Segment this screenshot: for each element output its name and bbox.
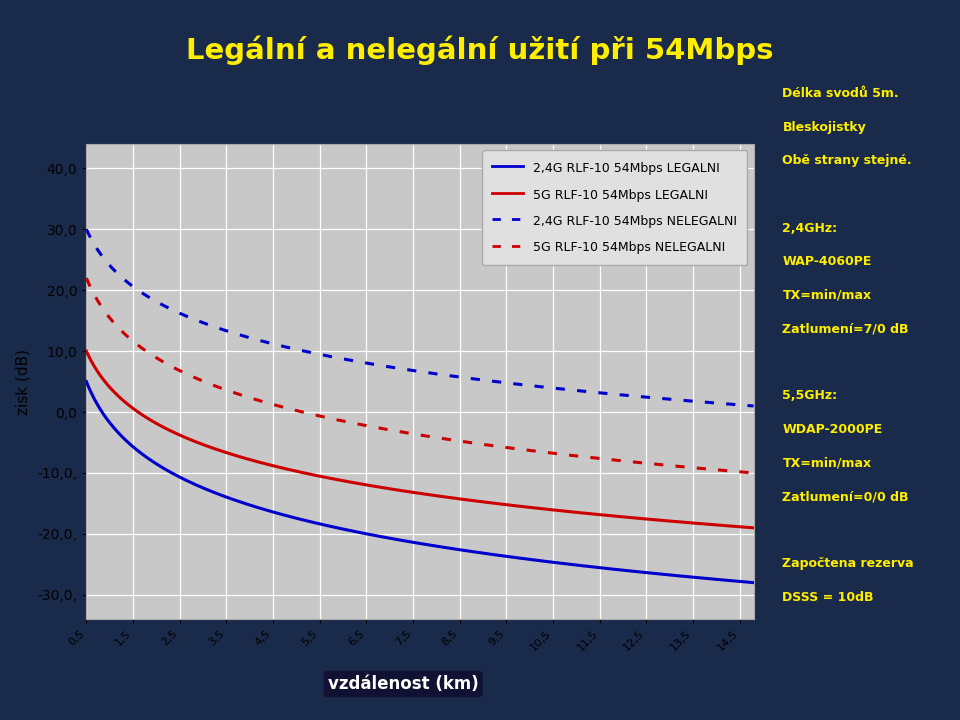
Text: TX=min/max: TX=min/max xyxy=(782,456,872,469)
Text: 5,5GHz:: 5,5GHz: xyxy=(782,390,837,402)
Text: TX=min/max: TX=min/max xyxy=(782,289,872,302)
Text: Legální a nelegální užití při 54Mbps: Legální a nelegální užití při 54Mbps xyxy=(186,36,774,65)
Legend: 2,4G RLF-10 54Mbps LEGALNI, 5G RLF-10 54Mbps LEGALNI, 2,4G RLF-10 54Mbps NELEGAL: 2,4G RLF-10 54Mbps LEGALNI, 5G RLF-10 54… xyxy=(482,150,747,265)
Text: Obě strany stejné.: Obě strany stejné. xyxy=(782,154,912,167)
Text: WDAP-2000PE: WDAP-2000PE xyxy=(782,423,882,436)
Text: 2,4GHz:: 2,4GHz: xyxy=(782,222,837,235)
Text: Délka svodů 5m.: Délka svodů 5m. xyxy=(782,87,899,100)
Text: DSSS = 10dB: DSSS = 10dB xyxy=(782,591,874,604)
Text: Zatlumení=7/0 dB: Zatlumení=7/0 dB xyxy=(782,323,909,336)
Text: WAP-4060PE: WAP-4060PE xyxy=(782,255,872,268)
Y-axis label: zisk (dB): zisk (dB) xyxy=(15,348,31,415)
Text: Zatlumení=0/0 dB: Zatlumení=0/0 dB xyxy=(782,490,909,503)
Text: vzdálenost (km): vzdálenost (km) xyxy=(327,675,479,693)
Text: Započtena rezerva: Započtena rezerva xyxy=(782,557,914,570)
Text: Bleskojistky: Bleskojistky xyxy=(782,121,866,134)
